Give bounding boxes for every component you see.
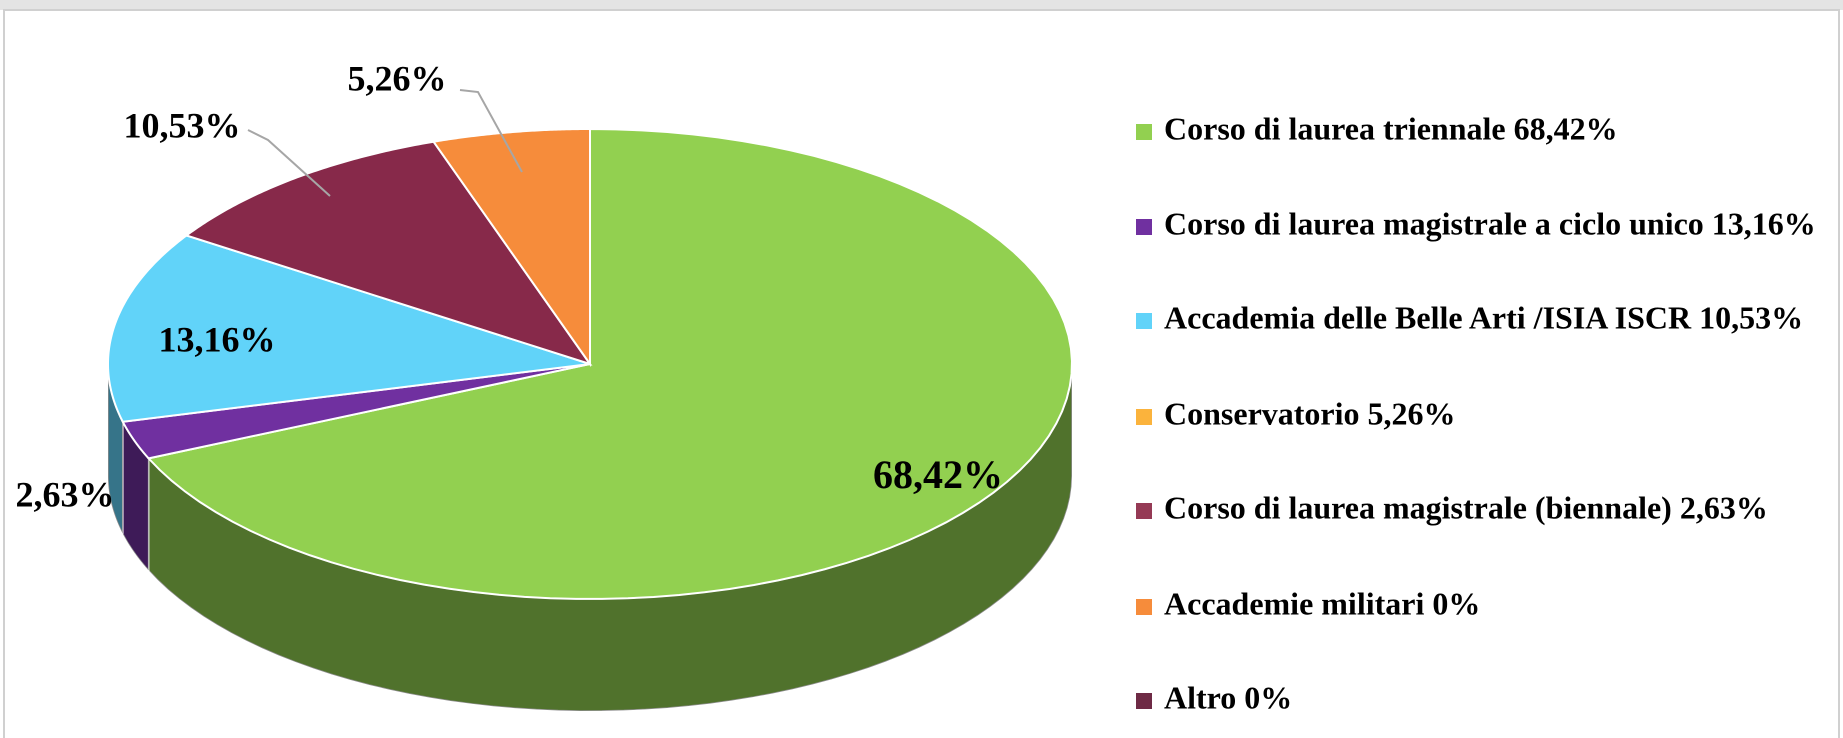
leader-line: [459, 89, 523, 173]
data-label: 2,63%: [16, 474, 115, 514]
legend-swatch: [1136, 219, 1152, 235]
slice-side-shade: [108, 364, 123, 534]
slice: [106, 234, 591, 423]
legend-swatch: [1136, 124, 1152, 140]
slice: [184, 140, 593, 366]
legend-swatch: [1136, 693, 1152, 709]
slice: [121, 363, 591, 460]
legend-label: Corso di laurea triennale 68,42%: [1164, 110, 1618, 146]
leader-line: [247, 129, 331, 197]
data-label: 13,16%: [159, 319, 276, 359]
data-label: 10,53%: [124, 105, 241, 145]
frame: [3, 9, 1840, 738]
legend-label: Corso di laurea magistrale a ciclo unico…: [1164, 205, 1816, 241]
legend-label: Altro 0%: [1164, 679, 1292, 715]
legend: Corso di laurea triennale 68,42% Corso di…: [1136, 110, 1816, 715]
legend-label: Conservatorio 5,26%: [1164, 395, 1456, 431]
legend-label: Corso di laurea magistrale (biennale) 2,…: [1164, 489, 1768, 525]
legend-swatch: [1136, 409, 1152, 425]
top-frame: [0, 0, 1843, 10]
slice: [146, 127, 1073, 600]
legend-swatch: [1136, 503, 1152, 519]
legend-label: Accademia delle Belle Arti /ISIA ISCR 10…: [1164, 299, 1803, 335]
data-labels: 68,42% 2,63% 13,16% 10,53% 5,26%: [16, 58, 1004, 514]
legend-swatch: [1136, 599, 1152, 615]
pie: [106, 127, 1073, 712]
legend-swatch: [1136, 313, 1152, 329]
data-label: 5,26%: [348, 58, 447, 98]
slice-side-shade: [148, 364, 1073, 711]
slice: [431, 127, 591, 368]
data-label: 68,42%: [873, 452, 1003, 497]
legend-label: Accademie militari 0%: [1164, 585, 1480, 621]
slice-side-shade: [122, 421, 149, 571]
